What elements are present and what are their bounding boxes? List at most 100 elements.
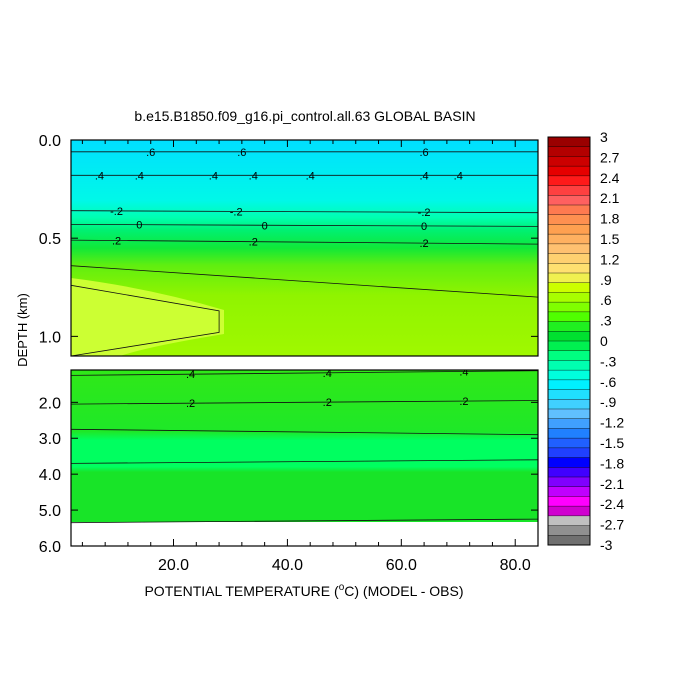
colorbar-label: 2.4 — [600, 170, 620, 186]
colorbar-swatch — [548, 486, 590, 497]
upper-contour-labels: .6.6.6.4.4.4.4-.2 -.2 -.20 0 0.2.2.2.4.4.4 — [95, 147, 463, 250]
colorbar-swatch — [548, 137, 590, 148]
x-tick-label: 40.0 — [272, 557, 303, 574]
colorbar-label: 3 — [600, 129, 608, 145]
y-tick-label: 4.0 — [39, 467, 61, 484]
y-tick-label: 3.0 — [39, 431, 61, 448]
colorbar-swatch — [548, 253, 590, 264]
lower-contours — [71, 370, 538, 524]
y-tick-label: 2.0 — [39, 395, 61, 412]
colorbar-label: -1.2 — [600, 415, 624, 431]
colorbar-label: -.3 — [600, 353, 617, 369]
colorbar-label: -1.8 — [600, 455, 624, 471]
colorbar-label: -3 — [600, 537, 613, 553]
y-tick-label: 0.0 — [39, 133, 61, 150]
colorbar-swatch — [548, 506, 590, 517]
contour-label: .4 — [135, 170, 144, 182]
contour-label: .4 — [323, 368, 332, 380]
colorbar-label: 1.2 — [600, 251, 620, 267]
contour-line — [71, 210, 538, 214]
colorbar-swatch — [548, 525, 590, 536]
colorbar-label: -2.7 — [600, 517, 624, 533]
x-tick-label: 20.0 — [158, 557, 189, 574]
contour-line — [71, 265, 538, 298]
upper-contours — [71, 151, 538, 356]
x-tick-label: 60.0 — [386, 557, 417, 574]
lower-y-axis: 2.0 3.0 4.0 5.0 6.0 — [39, 395, 538, 556]
colorbar-swatch — [548, 360, 590, 371]
colorbar-swatch — [548, 477, 590, 488]
contour-label: .4 — [95, 170, 104, 182]
contour-line — [71, 223, 538, 227]
contour-label: .4 — [306, 170, 315, 182]
x-tick-label: 80.0 — [500, 557, 531, 574]
contour-label: .4 — [249, 170, 258, 182]
contour-label: -.2 — [110, 206, 123, 218]
contour-label: .4 — [209, 170, 218, 182]
contour-label: .2 — [186, 398, 195, 410]
colorbar-swatch — [548, 515, 590, 526]
colorbar-swatch — [548, 447, 590, 458]
contour-line — [71, 400, 538, 405]
x-axis-label-main: POTENTIAL TEMPERATURE ( — [144, 583, 339, 599]
colorbar-swatch — [548, 535, 590, 546]
colorbar-swatch — [548, 273, 590, 284]
colorbar-swatch — [548, 379, 590, 390]
contour-label: .6 — [146, 147, 155, 159]
contour-label: 0 — [421, 221, 427, 233]
y-tick-label: 1.0 — [39, 329, 61, 346]
contour-label: 0 — [262, 220, 268, 232]
colorbar-swatch — [548, 428, 590, 439]
lower-contour-labels: .4 .4 .4 .2 .2 .2 — [186, 366, 469, 410]
colorbar-swatch — [548, 195, 590, 206]
colorbar-swatch — [548, 263, 590, 274]
contour-line — [71, 518, 538, 524]
colorbar-frame — [547, 136, 591, 546]
y-axis-label: DEPTH (km) — [15, 293, 30, 367]
colorbar-swatch — [548, 234, 590, 245]
colorbar-swatch — [548, 175, 590, 186]
contour-label: -.2 — [418, 207, 431, 219]
lower-bottom-strip — [71, 522, 538, 546]
colorbar-label: -2.4 — [600, 496, 624, 512]
colorbar-swatch — [548, 389, 590, 400]
y-tick-label: 0.5 — [39, 231, 61, 248]
colorbar-label: -1.5 — [600, 435, 624, 451]
lower-panel-fill — [71, 370, 538, 546]
colorbar-label: -2.1 — [600, 476, 624, 492]
colorbar-swatch — [548, 331, 590, 342]
colorbar-label: 1.5 — [600, 231, 620, 247]
contour-label: .2 — [249, 237, 258, 249]
x-axis: 20.0 40.0 60.0 80.0 — [81, 140, 539, 574]
colorbar-swatch — [548, 205, 590, 216]
colorbar-swatch — [548, 166, 590, 177]
x-axis-label-tail: C) (MODEL - OBS) — [344, 583, 463, 599]
colorbar-swatch — [548, 350, 590, 361]
colorbar-swatch — [548, 496, 590, 507]
contour-line — [71, 459, 538, 464]
colorbar-swatch — [548, 438, 590, 449]
lower-panel-frame — [70, 369, 539, 547]
colorbar-label: 0 — [600, 333, 608, 349]
contour-line — [71, 284, 220, 356]
contour-label: .2 — [112, 236, 121, 248]
colorbar-swatch — [548, 185, 590, 196]
colorbar-swatch — [548, 457, 590, 468]
contour-label: .4 — [186, 369, 195, 381]
colorbar-label: 1.8 — [600, 211, 620, 227]
contour-line — [71, 370, 538, 376]
colorbar-swatch — [548, 399, 590, 410]
upper-panel: .6.6.6.4.4.4.4-.2 -.2 -.20 0 0.2.2.2.4.4.4 0… — [39, 133, 539, 357]
contour-label: .2 — [459, 396, 468, 408]
colorbar-label: -.6 — [600, 374, 617, 390]
colorbar-swatch — [548, 321, 590, 332]
colorbar-swatch — [548, 311, 590, 322]
contour-label: -.2 — [230, 206, 243, 218]
colorbar-swatch — [548, 224, 590, 235]
contour-line — [71, 239, 538, 245]
contour-label: .4 — [459, 366, 468, 378]
contour-label: .2 — [420, 238, 429, 250]
contour-label: .2 — [323, 397, 332, 409]
upper-yellow-region — [71, 278, 224, 356]
